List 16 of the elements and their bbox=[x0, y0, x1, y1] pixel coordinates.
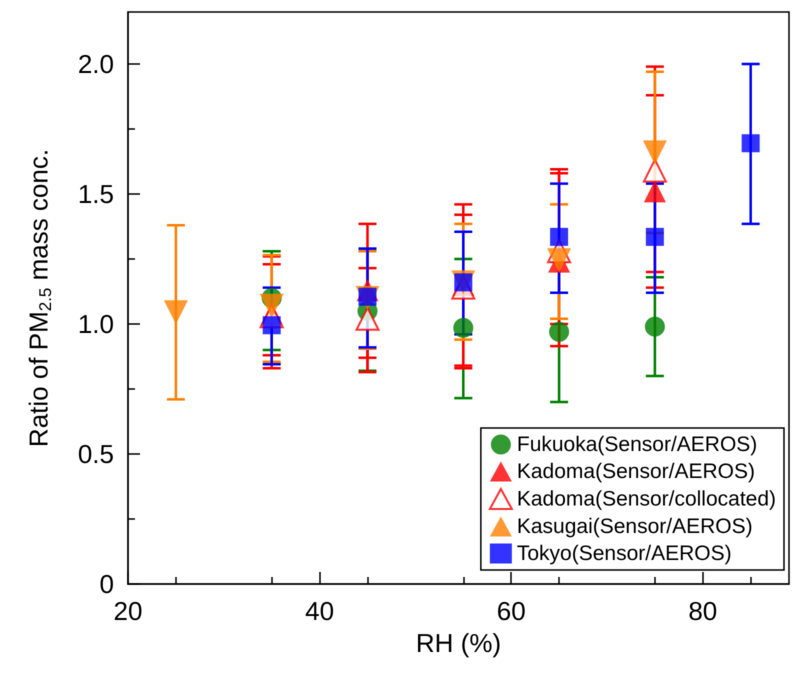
y-tick-label: 1.5 bbox=[78, 179, 114, 209]
legend-label: Tokyo(Sensor/AEROS) bbox=[516, 542, 732, 565]
x-tick-label: 20 bbox=[114, 596, 142, 626]
y-tick-label: 0.5 bbox=[78, 439, 114, 469]
y-tick-label: 2.0 bbox=[78, 49, 114, 79]
y-tick-label: 1.0 bbox=[78, 309, 114, 339]
x-axis-title: RH (%) bbox=[416, 628, 502, 658]
legend-label: Kadoma(Sensor/collocated) bbox=[516, 488, 776, 510]
legend-label: Kasugai(Sensor/AEROS) bbox=[516, 515, 753, 538]
x-tick-label: 60 bbox=[496, 596, 526, 626]
legend-label: Fukuoka(Sensor/AEROS) bbox=[516, 433, 758, 456]
y-tick-label: 0 bbox=[100, 569, 114, 599]
y-axis-title: Ratio of PM2.5 mass conc. bbox=[24, 148, 55, 448]
x-tick-label: 40 bbox=[305, 596, 334, 626]
legend-label: Kadoma(Sensor/AEROS) bbox=[516, 460, 755, 483]
x-tick-label: 80 bbox=[688, 596, 718, 626]
